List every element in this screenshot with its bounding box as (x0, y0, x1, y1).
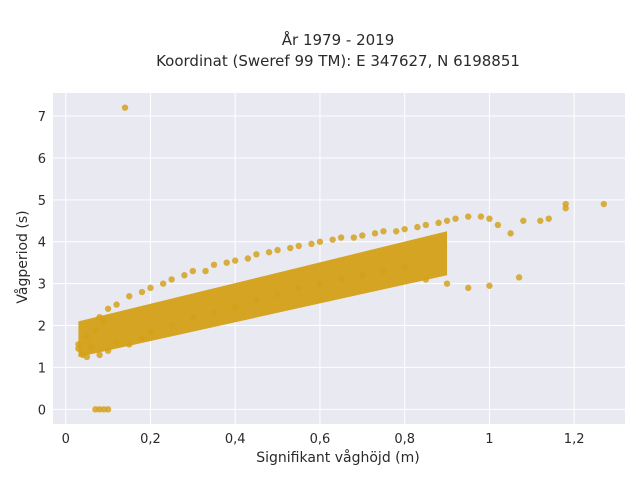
data-point (477, 213, 485, 220)
y-tick-label: 2 (38, 320, 46, 335)
data-point (159, 280, 167, 287)
data-point (443, 280, 451, 287)
y-tick-label: 6 (38, 152, 46, 167)
data-point (422, 221, 430, 229)
y-axis-title: Vågperiod (s) (14, 210, 31, 303)
chart-title-line2: Koordinat (Sweref 99 TM): E 347627, N 61… (156, 52, 520, 70)
data-point (265, 249, 273, 256)
data-point (147, 284, 154, 292)
y-tick-label: 4 (38, 236, 46, 251)
y-axis-ticks: 0 1 2 3 4 5 6 7 (38, 110, 46, 418)
data-point (83, 332, 91, 340)
x-tick-label: 1 (485, 432, 493, 447)
data-point (350, 234, 358, 241)
data-point (113, 339, 120, 346)
data-point (380, 267, 387, 275)
data-point (113, 301, 120, 308)
data-point (202, 267, 209, 275)
data-point (83, 353, 91, 361)
data-point (494, 221, 502, 229)
x-axis-ticks: 0 0,2 0,4 0,6 0,8 1 1,2 (62, 432, 585, 447)
data-point (287, 244, 294, 252)
data-point (147, 328, 154, 336)
data-point (104, 347, 112, 354)
data-point (359, 232, 366, 239)
data-point (316, 280, 324, 287)
data-point (168, 322, 175, 329)
data-point (274, 246, 281, 254)
y-tick-label: 7 (38, 110, 46, 125)
x-tick-label: 0,6 (310, 432, 331, 447)
data-point (210, 261, 218, 268)
data-point (168, 276, 175, 283)
data-point (308, 240, 315, 248)
data-point (465, 284, 472, 292)
data-point (537, 217, 544, 224)
data-point (181, 272, 188, 279)
x-tick-label: 1,2 (564, 432, 585, 447)
data-point (126, 293, 133, 300)
y-tick-label: 3 (38, 278, 46, 293)
data-points (75, 104, 608, 413)
data-point (126, 341, 133, 348)
data-point (100, 318, 108, 325)
data-point (96, 313, 103, 321)
data-point (337, 234, 345, 241)
data-point (316, 238, 324, 245)
data-point (244, 255, 252, 262)
data-point (138, 288, 146, 296)
data-point (138, 334, 146, 342)
data-point (545, 215, 552, 222)
data-point (253, 297, 260, 304)
data-point (274, 290, 281, 298)
data-point (253, 251, 260, 258)
data-point (401, 225, 408, 233)
data-point (337, 276, 345, 283)
data-point (104, 406, 112, 413)
data-point (96, 351, 103, 359)
data-point (452, 215, 459, 222)
data-point (515, 274, 523, 281)
y-tick-label: 0 (38, 403, 46, 418)
data-point (223, 259, 230, 266)
data-point (422, 276, 430, 283)
data-point (104, 305, 112, 312)
data-point (295, 242, 302, 250)
data-point (231, 303, 239, 310)
data-point (189, 267, 197, 275)
data-point (393, 228, 400, 235)
x-tick-label: 0,2 (140, 432, 161, 447)
data-point (600, 200, 608, 208)
data-point (371, 230, 379, 237)
y-tick-label: 5 (38, 194, 46, 209)
data-point (507, 230, 514, 237)
data-point (359, 272, 366, 279)
data-point (329, 236, 336, 243)
data-point (486, 282, 493, 289)
data-point (121, 104, 129, 111)
data-point (380, 228, 387, 235)
data-point (401, 263, 408, 271)
data-point (87, 343, 95, 350)
data-point (189, 313, 197, 321)
data-point (92, 326, 99, 333)
x-tick-label: 0,4 (225, 432, 246, 447)
data-point (75, 345, 82, 352)
chart-title-line1: År 1979 - 2019 (282, 30, 395, 49)
data-point (520, 217, 527, 224)
data-point (295, 284, 302, 292)
data-point (443, 217, 451, 224)
data-point (435, 219, 442, 227)
data-point (210, 309, 218, 317)
x-axis-title: Signifikant våghöjd (m) (256, 449, 419, 466)
data-point (562, 205, 569, 212)
y-tick-label: 1 (38, 361, 46, 376)
x-tick-label: 0 (62, 432, 70, 447)
data-point (465, 213, 472, 220)
x-tick-label: 0,8 (394, 432, 415, 447)
data-point (231, 257, 239, 264)
data-point (486, 215, 493, 222)
data-point (414, 223, 421, 231)
